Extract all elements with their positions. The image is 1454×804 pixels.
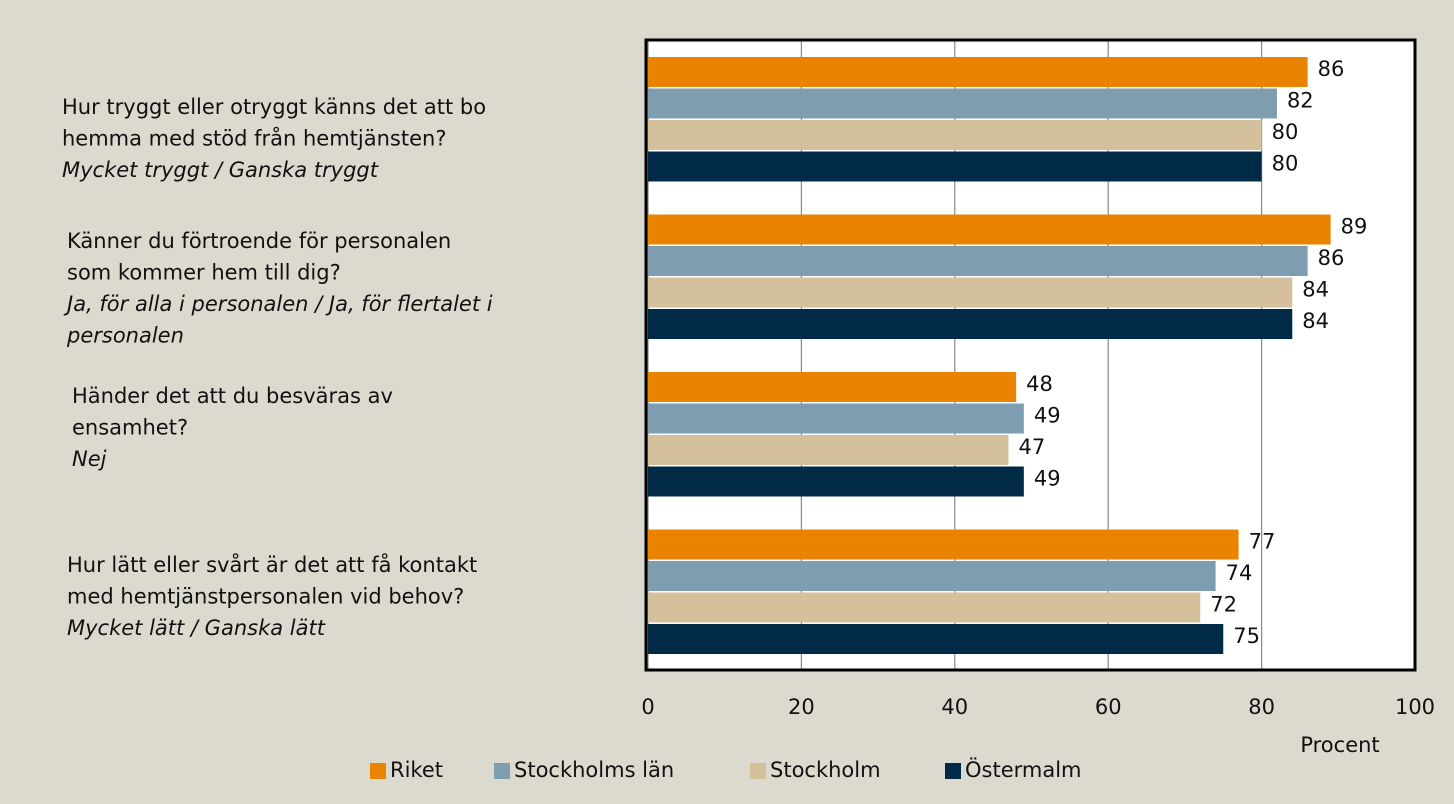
category-label: med hemtjänstpersonalen vid behov? <box>67 585 464 609</box>
answer-label: Mycket lätt / Ganska lätt <box>67 616 326 640</box>
legend-label: Stockholms län <box>514 758 674 782</box>
value-label: 80 <box>1272 152 1299 176</box>
legend-label: Stockholm <box>770 758 881 782</box>
answer-label: Nej <box>72 447 107 471</box>
bar <box>648 88 1277 119</box>
bar <box>648 120 1262 150</box>
value-label: 86 <box>1318 246 1345 270</box>
category-label: Hur lätt eller svårt är det att få konta… <box>67 552 477 577</box>
bar <box>648 592 1201 623</box>
answer-label: Ja, för alla i personalen / Ja, för fler… <box>63 292 493 316</box>
value-label: 47 <box>1018 435 1045 459</box>
bar <box>648 529 1239 560</box>
category-label: Hur tryggt eller otryggt känns det att b… <box>62 95 486 119</box>
answer-label: personalen <box>66 324 184 348</box>
value-label: 75 <box>1233 624 1260 648</box>
value-label: 72 <box>1210 593 1237 617</box>
bar <box>648 561 1216 591</box>
plot-frame <box>644 38 1417 672</box>
category-label: som kommer hem till dig? <box>67 261 341 285</box>
x-tick-label: 80 <box>1248 695 1275 719</box>
x-tick-label: 20 <box>788 695 815 719</box>
value-label: 84 <box>1302 309 1329 333</box>
bar <box>648 466 1024 497</box>
legend-swatch <box>945 763 961 779</box>
answer-label: Mycket tryggt / Ganska tryggt <box>62 158 379 182</box>
category-label: Känner du förtroende för personalen <box>67 229 451 253</box>
bar <box>648 246 1308 276</box>
value-label: 82 <box>1287 89 1314 113</box>
legend-swatch <box>750 763 766 779</box>
x-tick-label: 0 <box>641 695 654 719</box>
legend-label: Östermalm <box>965 757 1082 782</box>
bar <box>648 309 1293 339</box>
value-label: 86 <box>1318 57 1345 81</box>
value-label: 89 <box>1341 215 1368 239</box>
bar <box>648 57 1308 87</box>
bar <box>648 214 1331 245</box>
category-label: hemma med stöd från hemtjänsten? <box>62 126 446 151</box>
value-label: 49 <box>1034 467 1061 491</box>
category-label: ensamhet? <box>72 416 188 440</box>
x-tick-label: 60 <box>1095 695 1122 719</box>
legend-swatch <box>494 763 510 779</box>
value-label: 49 <box>1034 404 1061 428</box>
value-label: 80 <box>1272 120 1299 144</box>
bar <box>648 277 1293 308</box>
bar <box>648 372 1017 402</box>
category-label: Händer det att du besväras av <box>72 384 393 408</box>
bar <box>648 624 1224 654</box>
bar <box>648 151 1262 182</box>
value-label: 77 <box>1249 530 1276 554</box>
legend-label: Riket <box>390 758 443 782</box>
legend-swatch <box>370 763 386 779</box>
x-tick-label: 40 <box>941 695 968 719</box>
bar <box>648 403 1024 434</box>
bar <box>648 435 1009 465</box>
x-axis-label: Procent <box>1300 733 1379 757</box>
x-tick-label: 100 <box>1395 695 1435 719</box>
value-label: 74 <box>1226 561 1253 585</box>
value-label: 84 <box>1302 278 1329 302</box>
value-label: 48 <box>1026 372 1053 396</box>
